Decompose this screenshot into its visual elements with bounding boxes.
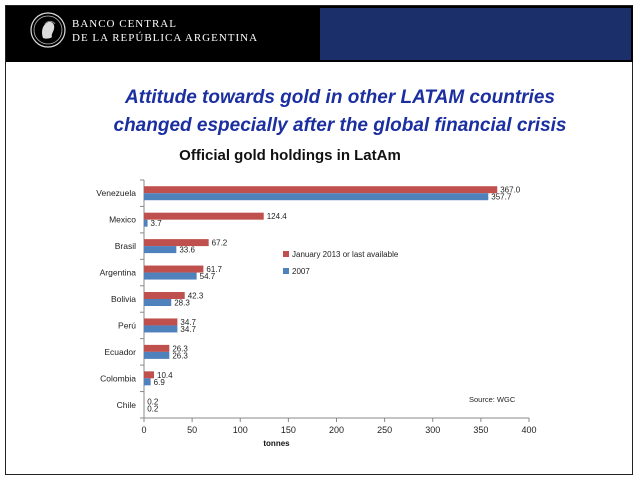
category-label: Perú (118, 320, 136, 330)
x-tick-label: 200 (329, 425, 344, 435)
legend-label: 2007 (292, 267, 310, 276)
header-blue-panel (320, 8, 631, 60)
data-label: 26.3 (172, 351, 188, 360)
bar (144, 186, 498, 194)
legend-swatch (283, 268, 289, 274)
bar (144, 272, 197, 280)
bank-name-line2: DE LA REPÚBLICA ARGENTINA (72, 32, 259, 44)
bar (144, 371, 155, 379)
bar (144, 325, 178, 333)
data-label: 34.7 (180, 318, 196, 327)
category-label: Mexico (109, 215, 136, 225)
slide-title: Attitude towards gold in other LATAM cou… (60, 84, 620, 140)
data-label: 0.2 (147, 397, 159, 406)
x-tick-label: 50 (187, 425, 197, 435)
bank-name: BANCO CENTRAL DE LA REPÚBLICA ARGENTINA (72, 17, 258, 45)
x-tick-label: 350 (473, 425, 488, 435)
bar (144, 246, 177, 254)
category-label: Chile (117, 400, 137, 410)
bar (144, 265, 204, 273)
chart-title: Official gold holdings in LatAm (179, 147, 401, 164)
data-label: 54.7 (200, 272, 216, 281)
bar (144, 239, 209, 247)
bar (144, 344, 170, 352)
data-label: 357.7 (491, 193, 512, 202)
x-tick-label: 0 (141, 425, 146, 435)
slide-frame (5, 5, 633, 475)
data-label: 42.3 (188, 292, 204, 301)
data-label: 33.6 (179, 246, 195, 255)
category-label: Colombia (100, 373, 136, 383)
x-tick-label: 300 (425, 425, 440, 435)
bar (144, 378, 151, 386)
data-label: 34.7 (180, 325, 196, 334)
legend-label: January 2013 or last available (292, 250, 399, 259)
bar (144, 351, 170, 359)
category-label: Argentina (100, 268, 137, 278)
x-tick-label: 100 (233, 425, 248, 435)
category-label: Bolivia (111, 294, 136, 304)
bar (144, 193, 489, 201)
legend-swatch (283, 251, 289, 257)
x-axis-label: tonnes (263, 439, 290, 448)
bar (144, 292, 185, 299)
x-tick-label: 150 (281, 425, 296, 435)
data-label: 26.3 (172, 344, 188, 353)
bank-seal-icon (30, 12, 66, 48)
data-label: 10.4 (157, 371, 173, 380)
category-label: Ecuador (104, 347, 136, 357)
x-tick-label: 400 (521, 425, 536, 435)
source-annotation: Source: WGC (469, 395, 516, 404)
x-tick-label: 250 (377, 425, 392, 435)
bar (144, 299, 172, 306)
data-label: 28.3 (174, 299, 190, 308)
slide-title-line2: changed especially after the global fina… (113, 115, 567, 136)
data-label: 124.4 (267, 212, 288, 221)
data-label: 367.0 (500, 186, 521, 195)
bar (144, 212, 264, 220)
category-label: Venezuela (96, 188, 136, 198)
bar (144, 318, 178, 326)
data-label: 61.7 (206, 265, 222, 274)
data-label: 3.7 (151, 219, 163, 228)
data-label: 0.2 (147, 404, 159, 413)
bank-name-line1: BANCO CENTRAL (72, 18, 177, 30)
category-label: Brasil (115, 241, 136, 251)
data-label: 6.9 (154, 378, 166, 387)
bar (144, 219, 148, 227)
slide-title-line1: Attitude towards gold in other LATAM cou… (125, 87, 555, 108)
data-label: 67.2 (212, 239, 228, 248)
